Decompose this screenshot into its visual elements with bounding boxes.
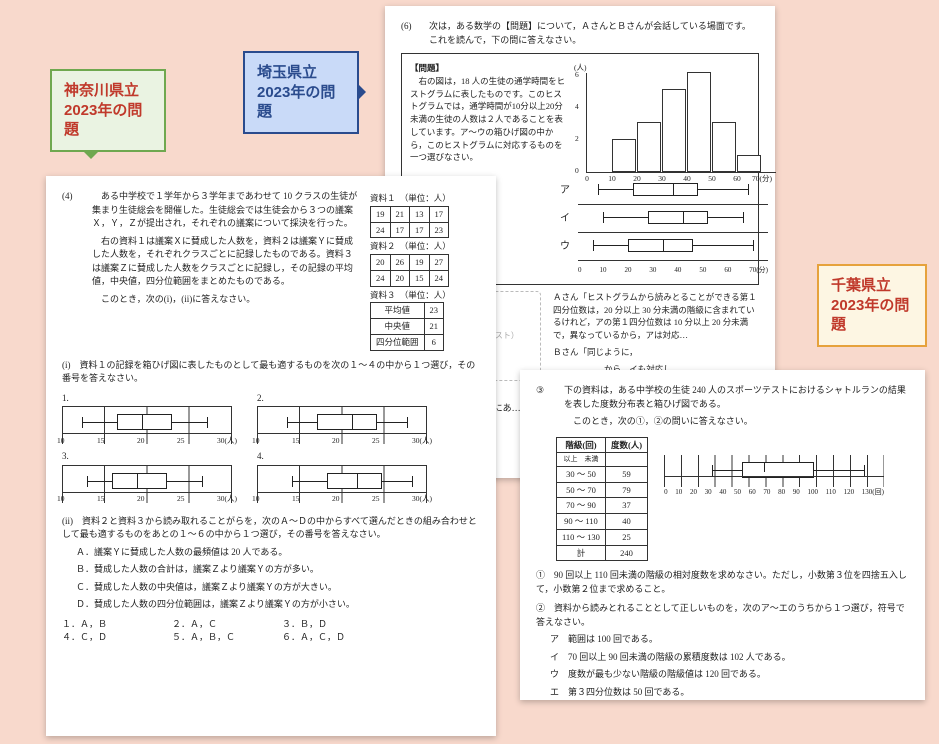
b-line: Ｂさん「同じように，: [553, 346, 759, 359]
mondai-body: 右の図は，18 人の生徒の通学時間をヒストグラムに表したものです。このヒストグラ…: [410, 75, 570, 164]
a-line: Ａさん「ヒストグラムから読みとることができる第１四分位数は，20 分以上 30 …: [553, 291, 759, 342]
chiba-lead: 下の資料は，ある中学校の生徒 240 人のスポーツテストにおけるシャトルランの結…: [564, 384, 909, 411]
t1-title: 資料１ （単位：人）: [370, 192, 480, 205]
label-kanagawa: 神奈川県立2023年の問題: [50, 69, 166, 152]
sheet-kanagawa: (4) ある中学校で１学年から３学年まであわせて 10 クラスの生徒が集まり生徒…: [46, 176, 496, 736]
chiba-table: 階級(回)度数(人) 以上 未満30 ～ 505950 ～ 707970 ～ 9…: [556, 437, 648, 562]
label-chiba: 千葉県立2023年の問題: [817, 264, 927, 347]
label-saitama-text: 埼玉県立2023年の問題: [257, 64, 335, 120]
chiba-q1: ① 90 回以上 110 回未満の階級の相対度数を求めなさい。ただし，小数第３位…: [536, 569, 909, 596]
mondai-title: 【問題】: [410, 62, 570, 75]
table3: 平均値23中央値21四分位範囲6: [370, 302, 444, 350]
table2: 2026192724201524: [370, 254, 449, 287]
t3-title: 資料３ （単位：人）: [370, 289, 480, 302]
saitama-qno: (6): [401, 20, 419, 47]
chiba-axis: 0102030405060708090100110120130(回): [664, 487, 884, 498]
chiba-q2: ② 資料から読みとれることとして正しいものを，次のア～エのうちから１つ選び，符号…: [536, 602, 909, 629]
t2-title: 資料２ （単位：人）: [370, 240, 480, 253]
saitama-lead: 次は，ある数学の【問題】について，ＡさんとＢさんが会話している場面です。これを読…: [429, 20, 759, 47]
table1: 1921131724171723: [370, 206, 449, 239]
k-sub-i: (i) 資料１の記録を箱ひげ図に表したものとして最も適するものを次の１～４の中か…: [62, 359, 480, 386]
k-body1: ある中学校で１学年から３学年まであわせて 10 クラスの生徒が集まり生徒総会を開…: [92, 190, 360, 231]
kanagawa-boxplots: 1. 1015202530(人) 2. 1015202530(人) 3. 101…: [62, 392, 480, 509]
k-sub-ii: (ii) 資料２と資料３から読み取れることがらを，次のＡ～Ｄの中からすべて選んだ…: [62, 515, 480, 542]
chiba-boxplot: [664, 455, 884, 487]
k-answers: １．Ａ，Ｂ２．Ａ，Ｃ３．Ｂ，Ｄ４．Ｃ，Ｄ５．Ａ，Ｂ，Ｃ６．Ａ，Ｃ，Ｄ: [62, 618, 480, 645]
hist-ylabel: (人): [574, 62, 776, 73]
k-body3: このとき，次の(i)，(ii)に答えなさい。: [92, 293, 360, 307]
chiba-opts: ア 範囲は 100 回である。イ 70 回以上 90 回未満の階級の累積度数は …: [550, 633, 909, 699]
label-chiba-text: 千葉県立2023年の問題: [831, 277, 909, 333]
chiba-lead2: このとき，次の①，②の問いに答えなさい。: [564, 415, 909, 429]
k-items: Ａ．議案Ｙに賛成した人数の最頻値は 20 人である。Ｂ．賛成した人数の合計は，議…: [76, 546, 480, 612]
saitama-bp-axis: 010203040506070(分): [578, 265, 768, 276]
histogram: 6 4 2 0 010203040506070(分): [586, 73, 776, 173]
saitama-boxplots: ア イ ウ: [578, 181, 776, 261]
chiba-qno: ③: [536, 384, 554, 433]
sheet-chiba: ③ 下の資料は，ある中学校の生徒 240 人のスポーツテストにおけるシャトルラン…: [520, 370, 925, 700]
k-body2: 右の資料１は議案Ｘに賛成した人数を，資料２は議案Ｙに賛成した人数を，それぞれクラ…: [92, 235, 360, 289]
kanagawa-qno: (4): [62, 190, 82, 351]
label-kanagawa-text: 神奈川県立2023年の問題: [64, 82, 142, 138]
label-saitama: 埼玉県立2023年の問題: [243, 51, 359, 134]
